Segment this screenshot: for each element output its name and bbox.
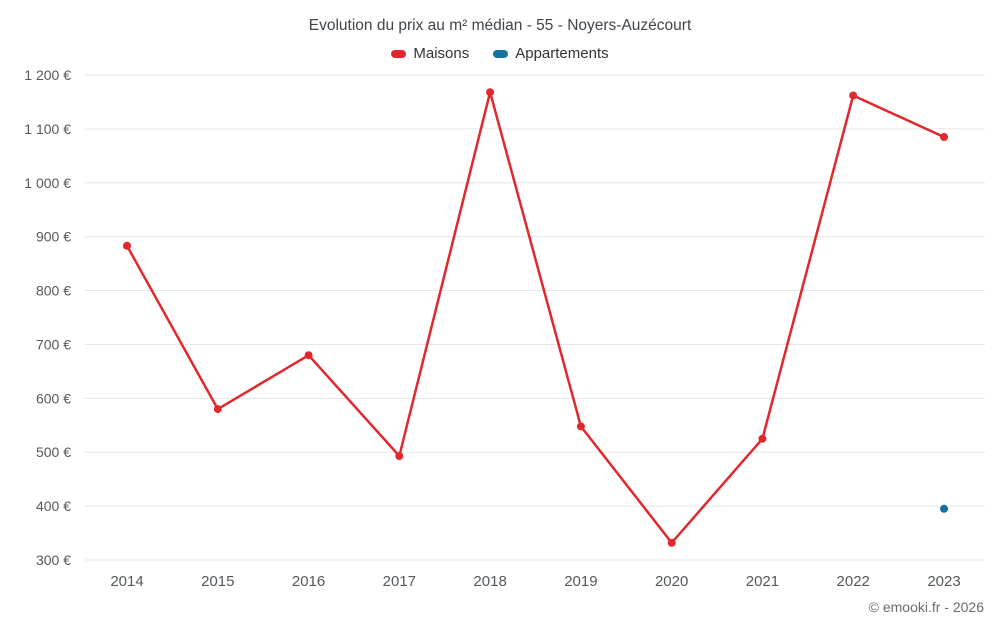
maisons-data-point[interactable] — [667, 538, 676, 547]
y-axis-label: 1 200 € — [24, 67, 71, 83]
legend-label-maisons: Maisons — [413, 45, 470, 62]
y-axis-label: 500 € — [36, 444, 71, 460]
maisons-data-point[interactable] — [486, 88, 495, 97]
x-axis-label: 2016 — [292, 573, 325, 590]
maisons-data-point[interactable] — [576, 422, 585, 431]
chart-title: Evolution du prix au m² médian - 55 - No… — [308, 17, 692, 34]
maisons-data-point[interactable] — [213, 405, 222, 414]
y-axis-label: 1 100 € — [24, 121, 71, 137]
y-axis-label: 900 € — [36, 229, 71, 245]
appartements-data-point[interactable] — [940, 504, 948, 513]
x-axis-label: 2018 — [473, 573, 506, 590]
y-axis-label: 1 000 € — [24, 175, 71, 191]
legend-label-appartements: Appartements — [515, 45, 609, 62]
y-axis-label: 600 € — [36, 390, 71, 406]
maisons-data-point[interactable] — [123, 241, 131, 250]
x-axis-label: 2014 — [110, 573, 143, 590]
copyright-note: © emooki.fr - 2026 — [868, 599, 984, 615]
x-axis-label: 2023 — [927, 573, 960, 590]
maisons-data-point[interactable] — [758, 434, 767, 443]
x-axis-label: 2015 — [201, 573, 234, 590]
chart-legend: Maisons Appartements — [0, 45, 1000, 62]
legend-marker-maisons — [391, 49, 407, 58]
maisons-data-point[interactable] — [304, 351, 313, 360]
maisons-series-line[interactable] — [125, 90, 946, 545]
x-axis-label: 2017 — [383, 573, 416, 590]
legend-item-maisons[interactable]: Maisons — [391, 45, 469, 62]
y-axis-label: 700 € — [36, 336, 71, 352]
legend-marker-appartements — [493, 49, 509, 58]
x-axis-label: 2019 — [564, 573, 597, 590]
x-axis-label: 2021 — [746, 573, 779, 590]
maisons-data-point[interactable] — [395, 452, 404, 460]
legend-item-appartements[interactable]: Appartements — [493, 45, 609, 62]
x-axis-label: 2020 — [655, 573, 688, 590]
y-axis-label: 300 € — [36, 552, 71, 568]
maisons-data-point[interactable] — [849, 91, 858, 100]
y-axis-label: 800 € — [36, 283, 71, 299]
x-axis-label: 2022 — [837, 573, 870, 590]
maisons-data-point[interactable] — [940, 133, 948, 141]
y-axis-label: 400 € — [36, 498, 71, 514]
